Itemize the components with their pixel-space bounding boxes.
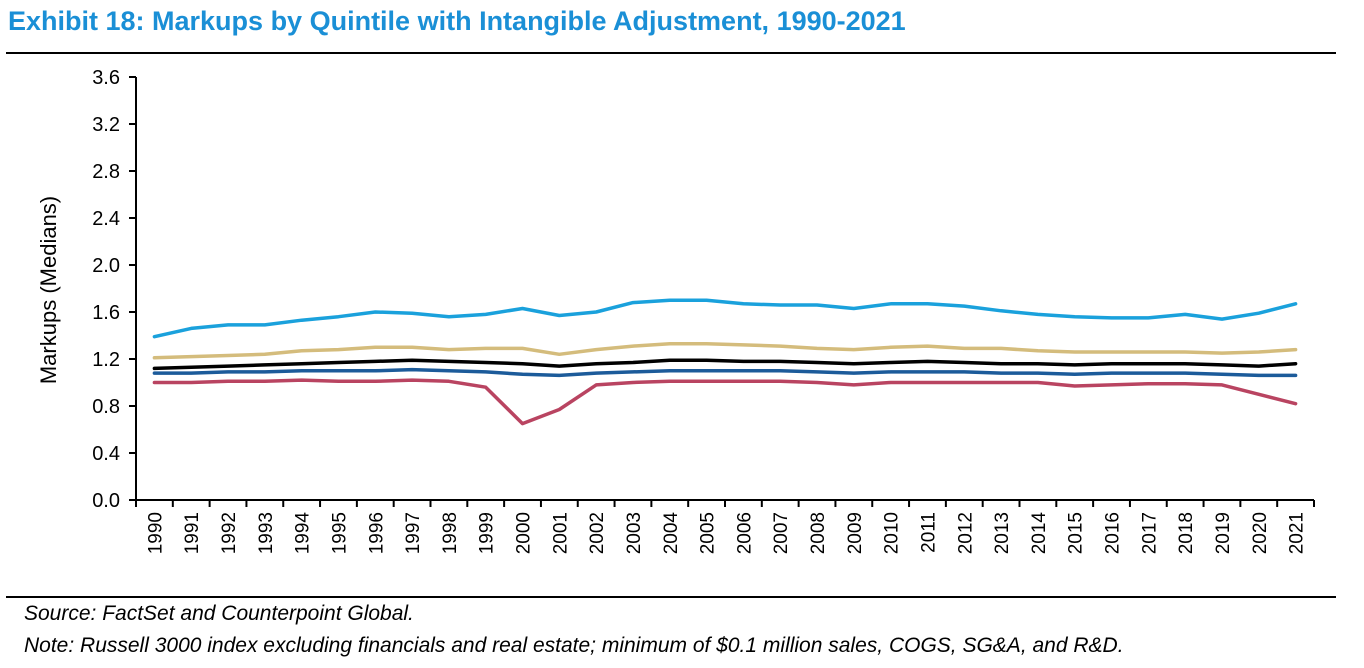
x-tick-label: 2007	[771, 512, 792, 554]
x-tick-label: 2004	[661, 512, 682, 555]
detail-note: Note: Russell 3000 index excluding finan…	[24, 634, 1124, 657]
x-tick-label: 2018	[1176, 512, 1197, 554]
y-axis-label-group: Markups (Medians)	[36, 196, 61, 384]
x-tick-label: 2012	[955, 512, 976, 554]
x-tick-label: 2010	[882, 512, 903, 554]
y-axis-label: Markups (Medians)	[36, 196, 61, 384]
x-tick-label: 1998	[440, 512, 461, 554]
y-tick-label: 0.4	[92, 443, 120, 465]
x-tick-label: 2013	[992, 512, 1013, 554]
axes: 0.0 0.4 0.8 1.2 1.6 2.0 2.4 2.8 3.2 3.6 1990 1991 19…	[92, 67, 1315, 555]
x-tick-label: 1993	[256, 512, 277, 554]
y-tick-label: 0.8	[92, 396, 120, 418]
series-line-2	[152, 341, 1298, 360]
x-tick-label: 2008	[808, 512, 829, 554]
series-line-3	[152, 358, 1298, 371]
series-line-4	[152, 367, 1298, 378]
x-tick-label: 2011	[918, 512, 939, 553]
chart-title: Exhibit 18: Markups by Quintile with Int…	[8, 6, 906, 36]
x-tick-label: 2005	[698, 512, 719, 554]
x-tick-label: 2020	[1250, 512, 1271, 554]
series-line-5	[152, 378, 1298, 426]
x-tick-label: 1992	[219, 512, 240, 554]
markups-line-chart: Markups (Medians) 0.0 0.4 0.8 1.2 1.6 2.0 2.4 2…	[36, 67, 1315, 555]
footer-divider	[6, 596, 1336, 598]
x-tick-label: 1990	[145, 512, 166, 554]
x-tick-label: 2000	[514, 512, 535, 554]
x-tick-label: 1999	[477, 512, 498, 554]
y-tick-label: 3.2	[92, 114, 120, 136]
x-tick-label: 2015	[1066, 512, 1087, 554]
y-tick-label: 1.6	[92, 302, 120, 324]
x-tick-label: 1996	[366, 512, 387, 554]
y-tick-label: 3.6	[92, 67, 120, 89]
x-tick-label: 2009	[845, 512, 866, 554]
y-tick-label: 2.8	[92, 161, 120, 183]
source-note: Source: FactSet and Counterpoint Global.	[24, 602, 414, 625]
x-tick-label: 1997	[403, 512, 424, 554]
x-tick-label: 2021	[1287, 512, 1308, 554]
y-tick-label: 0.0	[92, 490, 120, 512]
x-tick-label: 2014	[1029, 512, 1050, 555]
title-divider	[6, 52, 1336, 54]
x-tick-label: 2017	[1139, 512, 1160, 554]
x-tick-label: 2016	[1103, 512, 1124, 554]
x-tick-label: 1994	[293, 512, 314, 555]
series-layer	[152, 298, 1298, 426]
x-tick-label: 2006	[734, 512, 755, 554]
x-tick-label: 2002	[587, 512, 608, 554]
x-tick-label: 2019	[1213, 512, 1234, 554]
x-tick-label: 2001	[550, 512, 571, 554]
x-tick-label: 2003	[624, 512, 645, 554]
y-tick-label: 2.4	[92, 208, 120, 230]
series-line-1	[152, 298, 1298, 339]
x-tick-label: 1995	[329, 512, 350, 554]
x-tick-label: 1991	[182, 512, 203, 554]
y-tick-label: 1.2	[92, 349, 120, 371]
y-tick-label: 2.0	[92, 255, 120, 277]
